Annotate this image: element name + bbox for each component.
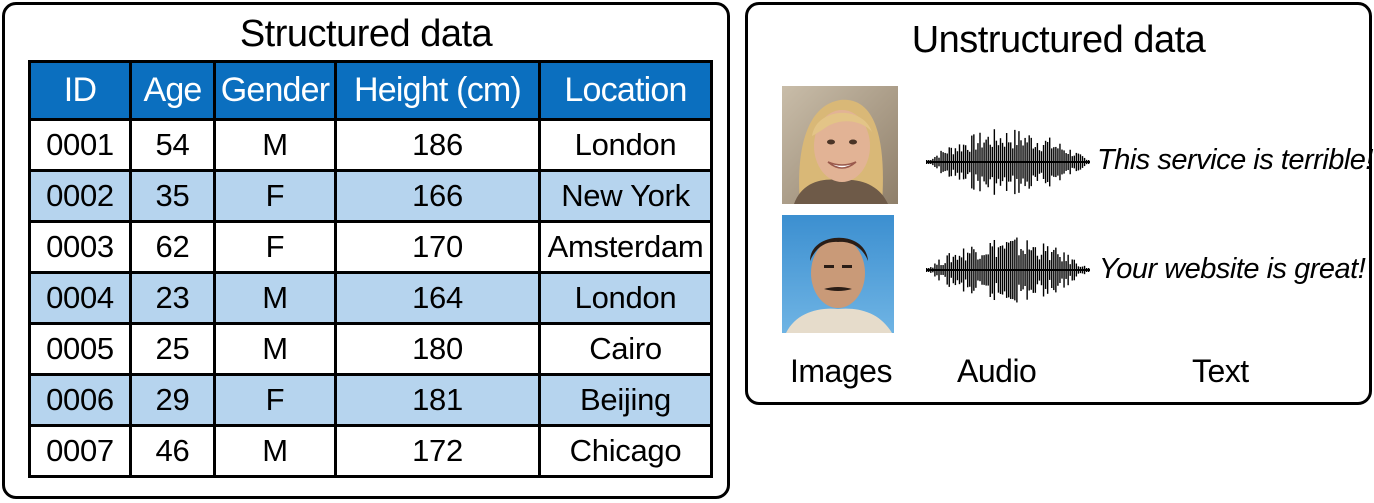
cell-id: 0003: [28, 220, 132, 274]
cell-gender: M: [213, 322, 337, 376]
cell-gender: M: [213, 118, 337, 172]
cell-id: 0007: [28, 424, 132, 478]
cell-id: 0001: [28, 118, 132, 172]
cell-gender: F: [213, 373, 337, 427]
cell-height: 181: [334, 373, 541, 427]
cell-location: Beijing: [538, 373, 713, 427]
table-row: 0005 25 M 180 Cairo: [28, 322, 713, 376]
cell-height: 180: [334, 322, 541, 376]
cell-height: 164: [334, 271, 541, 325]
header-gender: Gender: [213, 60, 337, 121]
cell-gender: F: [213, 169, 337, 223]
header-age: Age: [129, 60, 216, 121]
cell-height: 166: [334, 169, 541, 223]
unstructured-data-panel: Unstructured data: [745, 2, 1373, 405]
cell-height: 172: [334, 424, 541, 478]
cell-location: Chicago: [538, 424, 713, 478]
audio-waveform-icon: [926, 129, 1090, 195]
cell-gender: F: [213, 220, 337, 274]
cell-id: 0006: [28, 373, 132, 427]
table-row: 0004 23 M 164 London: [28, 271, 713, 325]
images-label: Images: [790, 353, 892, 389]
table-row: 0007 46 M 172 Chicago: [28, 424, 713, 478]
header-location: Location: [538, 60, 713, 121]
cell-height: 170: [334, 220, 541, 274]
cell-id: 0004: [28, 271, 132, 325]
text-sample-positive: Your website is great!: [1099, 253, 1366, 285]
cell-location: London: [538, 118, 713, 172]
cell-age: 29: [129, 373, 216, 427]
text-sample-negative: This service is terrible!: [1097, 144, 1373, 176]
table-row: 0003 62 F 170 Amsterdam: [28, 220, 713, 274]
audio-label: Audio: [957, 353, 1037, 389]
structured-data-panel: Structured data ID Age Gender Height (cm…: [2, 2, 730, 499]
audio-waveform-icon: [926, 237, 1090, 303]
cell-age: 46: [129, 424, 216, 478]
cell-location: New York: [538, 169, 713, 223]
header-id: ID: [28, 60, 132, 121]
woman-portrait-image: [782, 86, 898, 204]
text-label: Text: [1192, 353, 1249, 389]
unstructured-title: Unstructured data: [911, 19, 1206, 61]
cell-location: Amsterdam: [538, 220, 713, 274]
structured-data-table: ID Age Gender Height (cm) Location 0001 …: [28, 60, 713, 478]
cell-age: 25: [129, 322, 216, 376]
man-portrait-image: [782, 215, 894, 333]
table-row: 0006 29 F 181 Beijing: [28, 373, 713, 427]
cell-age: 62: [129, 220, 216, 274]
cell-id: 0005: [28, 322, 132, 376]
cell-height: 186: [334, 118, 541, 172]
table-row: 0002 35 F 166 New York: [28, 169, 713, 223]
cell-location: Cairo: [538, 322, 713, 376]
cell-location: London: [538, 271, 713, 325]
cell-gender: M: [213, 424, 337, 478]
cell-id: 0002: [28, 169, 132, 223]
header-height: Height (cm): [334, 60, 541, 121]
table-header-row: ID Age Gender Height (cm) Location: [28, 60, 713, 121]
cell-age: 54: [129, 118, 216, 172]
cell-age: 23: [129, 271, 216, 325]
cell-gender: M: [213, 271, 337, 325]
table-row: 0001 54 M 186 London: [28, 118, 713, 172]
structured-title: Structured data: [239, 13, 493, 55]
cell-age: 35: [129, 169, 216, 223]
